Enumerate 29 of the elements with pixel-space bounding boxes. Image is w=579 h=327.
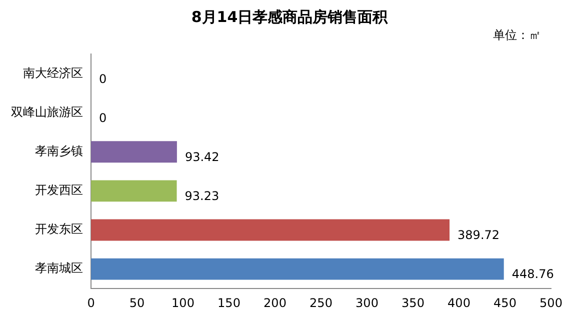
bar — [91, 219, 450, 241]
x-tick-label: 100 — [172, 296, 194, 310]
x-tick-label: 50 — [129, 296, 145, 310]
text: 单位：㎡ — [492, 27, 542, 44]
y-tick-label: 开发西区 — [35, 183, 83, 198]
x-tick-label: 500 — [540, 296, 562, 310]
x-tick-label: 350 — [402, 296, 424, 310]
data-label: 0 — [99, 72, 107, 86]
x-tick-label: 150 — [218, 296, 240, 310]
y-tick-label: 开发东区 — [35, 222, 83, 236]
bar — [91, 258, 504, 280]
data-label: 93.42 — [184, 150, 220, 164]
x-tick-label: 400 — [448, 296, 470, 310]
x-tick-label: 450 — [494, 296, 516, 310]
y-tick-label: 南大经济区 — [23, 66, 83, 80]
y-tick-label: 孝南乡镇 — [35, 144, 83, 158]
data-label: 0 — [99, 110, 107, 125]
data-label: 93.23 — [184, 189, 220, 204]
x-tick-label: 0 — [87, 296, 95, 310]
bar — [91, 180, 177, 202]
bar — [91, 141, 177, 163]
x-tick-label: 300 — [356, 296, 378, 310]
data-label: 389.72 — [458, 228, 500, 242]
data-label: 448.76 — [512, 267, 554, 282]
y-tick-label: 双峰山旅游区 — [11, 104, 83, 119]
x-tick-label: 250 — [310, 296, 332, 310]
x-tick-label: 200 — [264, 296, 286, 310]
chart-title: 8月14日孝感商品房销售面积 — [190, 8, 389, 27]
y-tick-label: 孝南城区 — [35, 261, 83, 276]
